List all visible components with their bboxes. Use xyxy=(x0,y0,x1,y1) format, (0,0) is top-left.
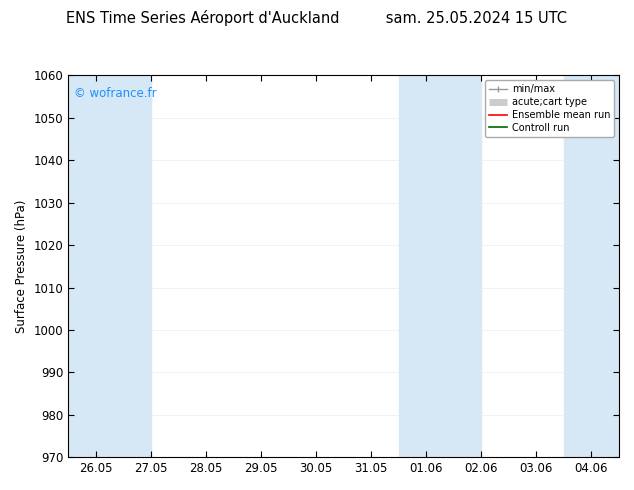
Y-axis label: Surface Pressure (hPa): Surface Pressure (hPa) xyxy=(15,199,28,333)
Bar xyxy=(399,75,481,457)
Text: ENS Time Series Aéroport d'Auckland          sam. 25.05.2024 15 UTC: ENS Time Series Aéroport d'Auckland sam.… xyxy=(67,10,567,26)
Bar xyxy=(68,75,151,457)
Legend: min/max, acute;cart type, Ensemble mean run, Controll run: min/max, acute;cart type, Ensemble mean … xyxy=(486,80,614,137)
Text: © wofrance.fr: © wofrance.fr xyxy=(74,87,157,100)
Bar xyxy=(564,75,619,457)
